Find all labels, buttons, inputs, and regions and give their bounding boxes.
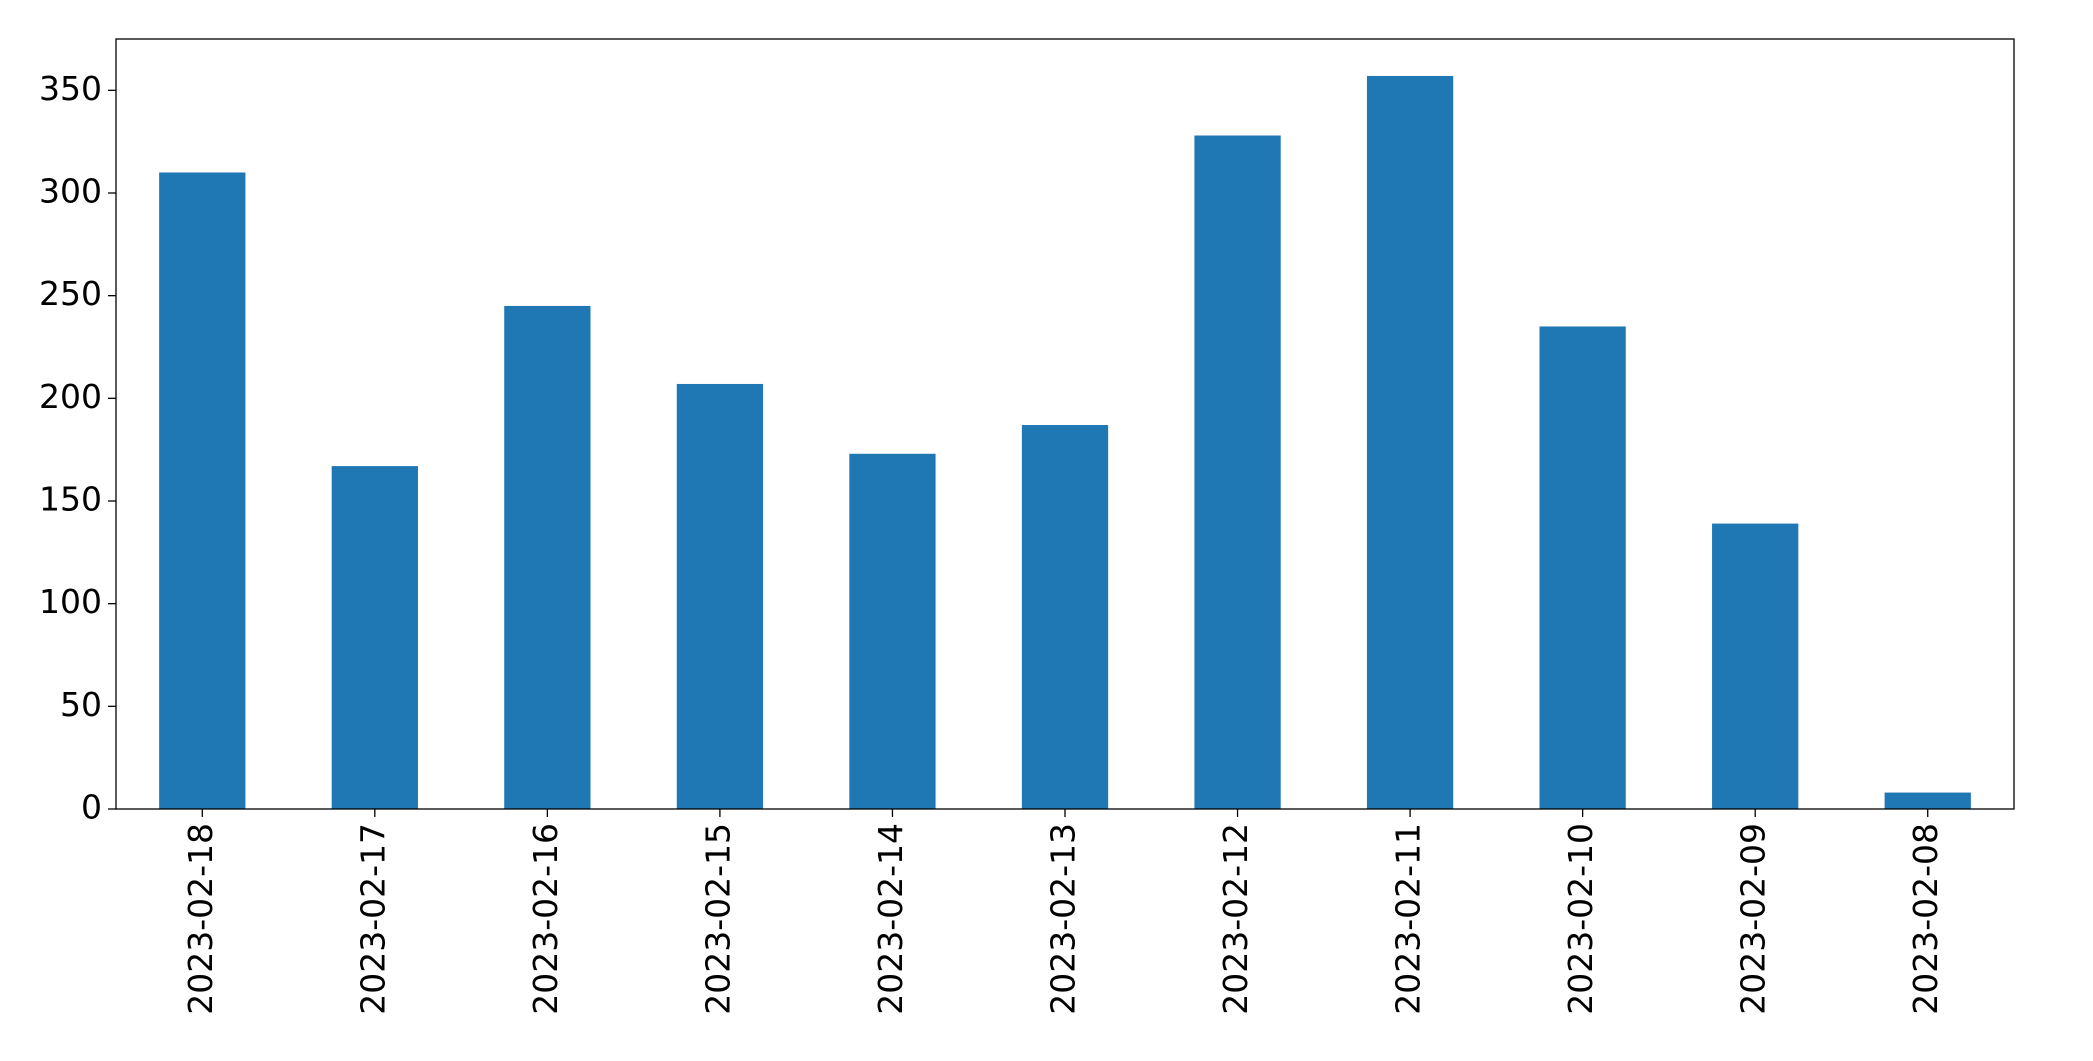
x-tick-label: 2023-02-12	[1216, 823, 1255, 1015]
x-tick-label: 2023-02-08	[1906, 823, 1945, 1015]
bar	[1194, 135, 1281, 810]
y-tick-label: 100	[39, 582, 102, 621]
y-tick-label: 250	[39, 274, 102, 313]
bar	[159, 172, 246, 809]
x-tick-label: 2023-02-11	[1389, 823, 1428, 1015]
y-tick-label: 50	[60, 685, 102, 724]
bar	[1712, 523, 1799, 809]
y-tick-label: 0	[81, 788, 102, 827]
bar	[1884, 792, 1971, 809]
y-tick-label: 350	[39, 69, 102, 108]
y-tick-label: 200	[39, 377, 102, 416]
bar	[676, 383, 764, 809]
bar	[331, 466, 418, 809]
y-tick-label: 300	[39, 172, 102, 211]
x-tick-label: 2023-02-13	[1044, 823, 1083, 1015]
bar	[504, 305, 591, 809]
y-tick-label: 150	[39, 480, 102, 519]
bar	[849, 453, 936, 809]
bar	[1021, 425, 1109, 809]
x-tick-label: 2023-02-15	[698, 823, 737, 1015]
x-tick-label: 2023-02-17	[353, 823, 392, 1015]
bar	[1366, 75, 1454, 809]
x-tick-label: 2023-02-09	[1734, 823, 1773, 1015]
x-tick-label: 2023-02-16	[526, 823, 565, 1015]
x-tick-label: 2023-02-10	[1561, 823, 1600, 1015]
plot-frame	[115, 38, 2015, 810]
bar	[1539, 326, 1626, 809]
x-tick-label: 2023-02-14	[871, 823, 910, 1015]
x-tick-label: 2023-02-18	[181, 823, 220, 1015]
